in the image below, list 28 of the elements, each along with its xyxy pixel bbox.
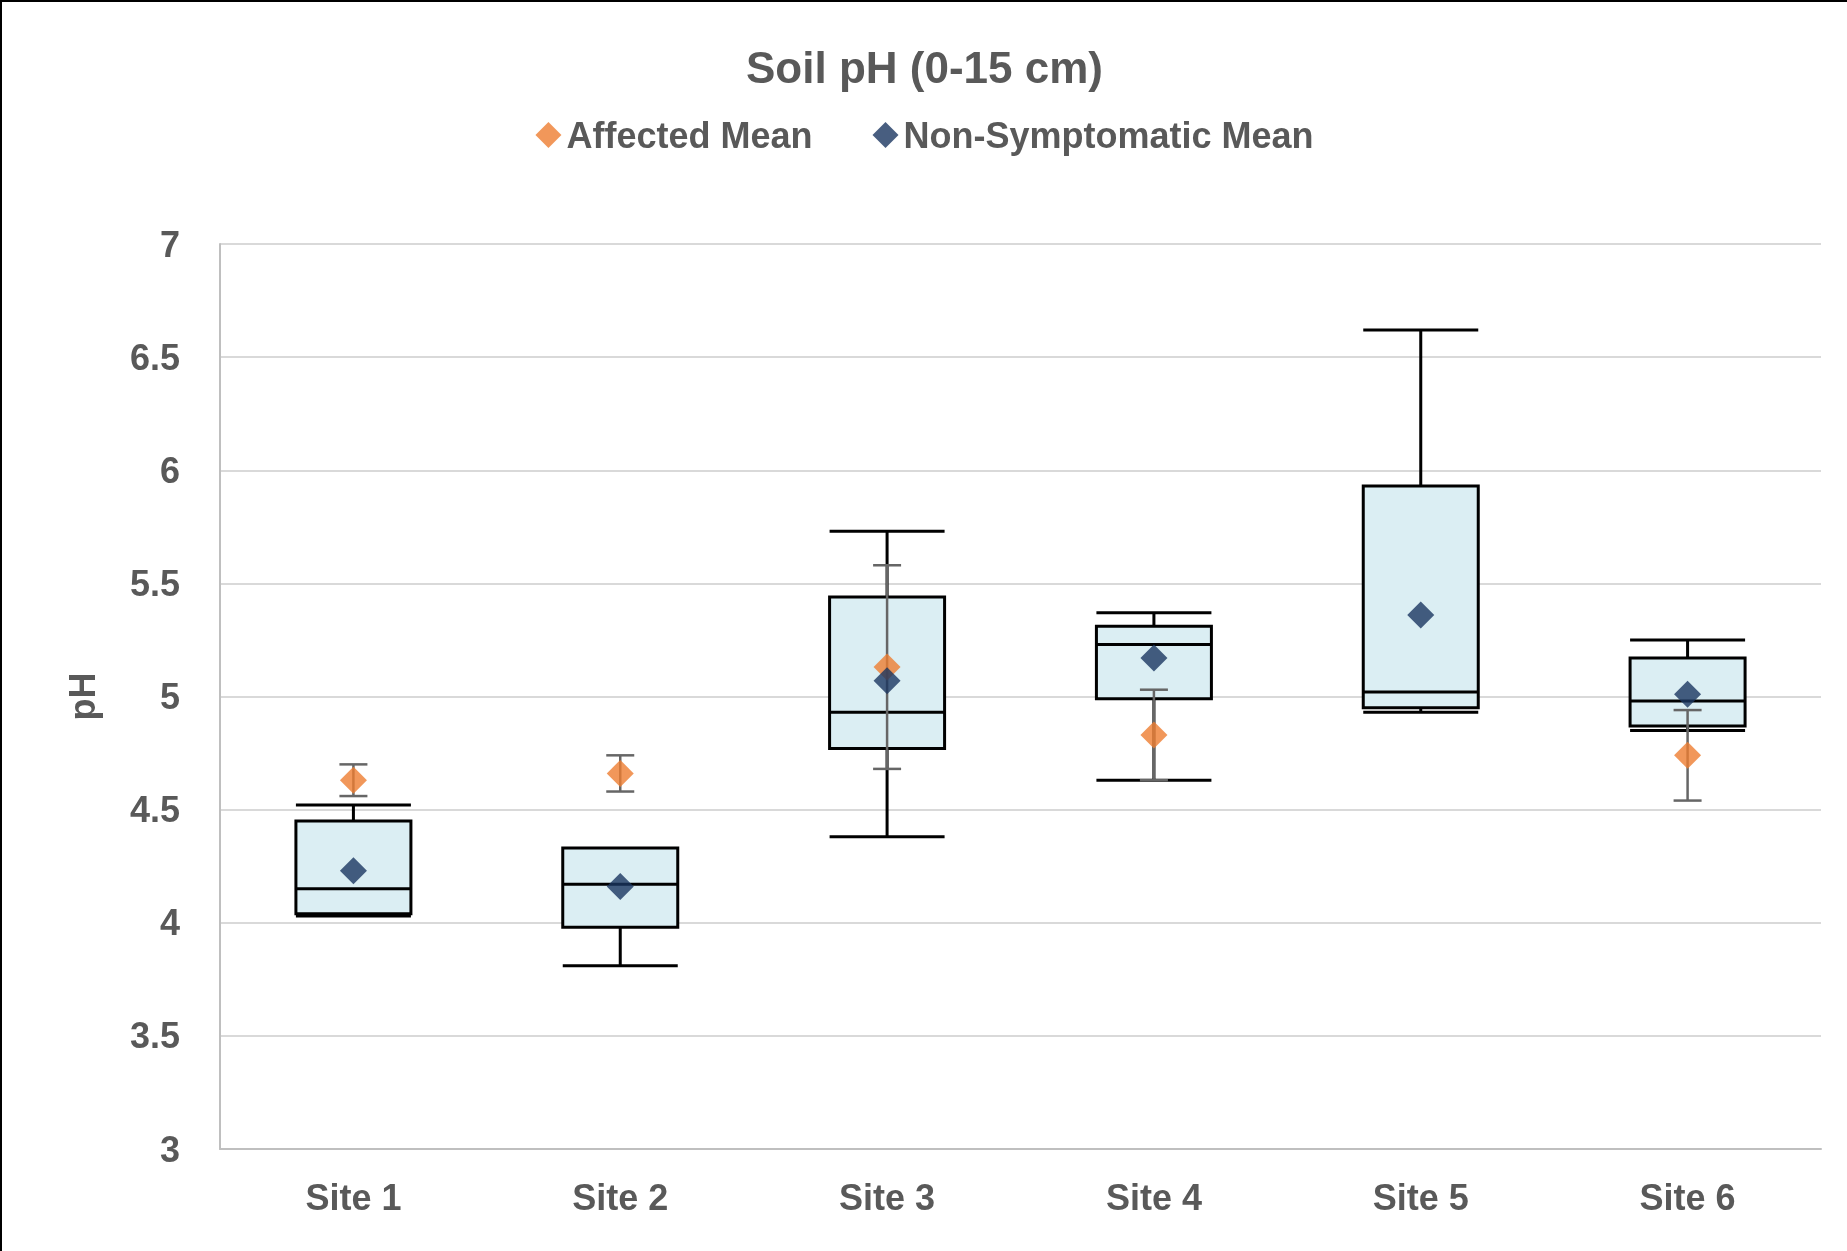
x-tick-label: Site 6	[1639, 1176, 1736, 1218]
y-tick-label: 4.5	[129, 789, 180, 831]
y-tick-label: 5.5	[129, 562, 180, 604]
x-tick-label: Site 5	[1372, 1176, 1469, 1218]
x-tick-label: Site 1	[305, 1176, 402, 1218]
x-tick-label: Site 2	[572, 1176, 669, 1218]
y-tick-label: 6	[159, 449, 180, 491]
x-tick-label: Site 4	[1105, 1176, 1202, 1218]
y-tick-label: 3.5	[129, 1015, 180, 1057]
point	[1407, 601, 1435, 629]
x-tick-label: Site 3	[839, 1176, 936, 1218]
point	[1140, 644, 1168, 672]
point	[873, 667, 901, 695]
point	[1674, 741, 1702, 769]
legend-label: Affected Mean	[566, 114, 813, 156]
point	[1674, 680, 1702, 708]
y-tick-label: 6.5	[129, 336, 180, 378]
point	[339, 857, 367, 885]
y-tick-label: 7	[159, 223, 180, 265]
y-axis-title: pH	[61, 672, 103, 721]
point	[606, 873, 634, 901]
y-tick-label: 5	[159, 676, 180, 717]
point	[606, 759, 634, 787]
y-tick-label: 4	[159, 902, 180, 944]
point	[1140, 721, 1168, 749]
legend-label: Non-Symptomatic Mean	[903, 114, 1314, 156]
y-tick-label: 3	[159, 1128, 180, 1170]
chart-title: Soil pH (0-15 cm)	[746, 42, 1103, 92]
